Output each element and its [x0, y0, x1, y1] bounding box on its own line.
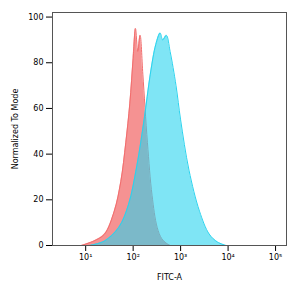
svg-text:100: 100: [28, 13, 43, 22]
svg-text:10¹: 10¹: [79, 253, 92, 262]
svg-text:10³: 10³: [174, 253, 187, 262]
svg-text:0: 0: [38, 241, 43, 250]
svg-text:10⁵: 10⁵: [269, 253, 282, 262]
svg-text:FITC-A: FITC-A: [157, 273, 183, 282]
svg-text:Normalized To Mode: Normalized To Mode: [11, 89, 20, 170]
svg-text:10⁴: 10⁴: [221, 253, 234, 262]
svg-text:60: 60: [33, 104, 43, 113]
svg-text:10²: 10²: [126, 253, 139, 262]
svg-text:20: 20: [33, 195, 43, 204]
svg-text:40: 40: [33, 150, 43, 159]
svg-text:80: 80: [33, 58, 43, 67]
